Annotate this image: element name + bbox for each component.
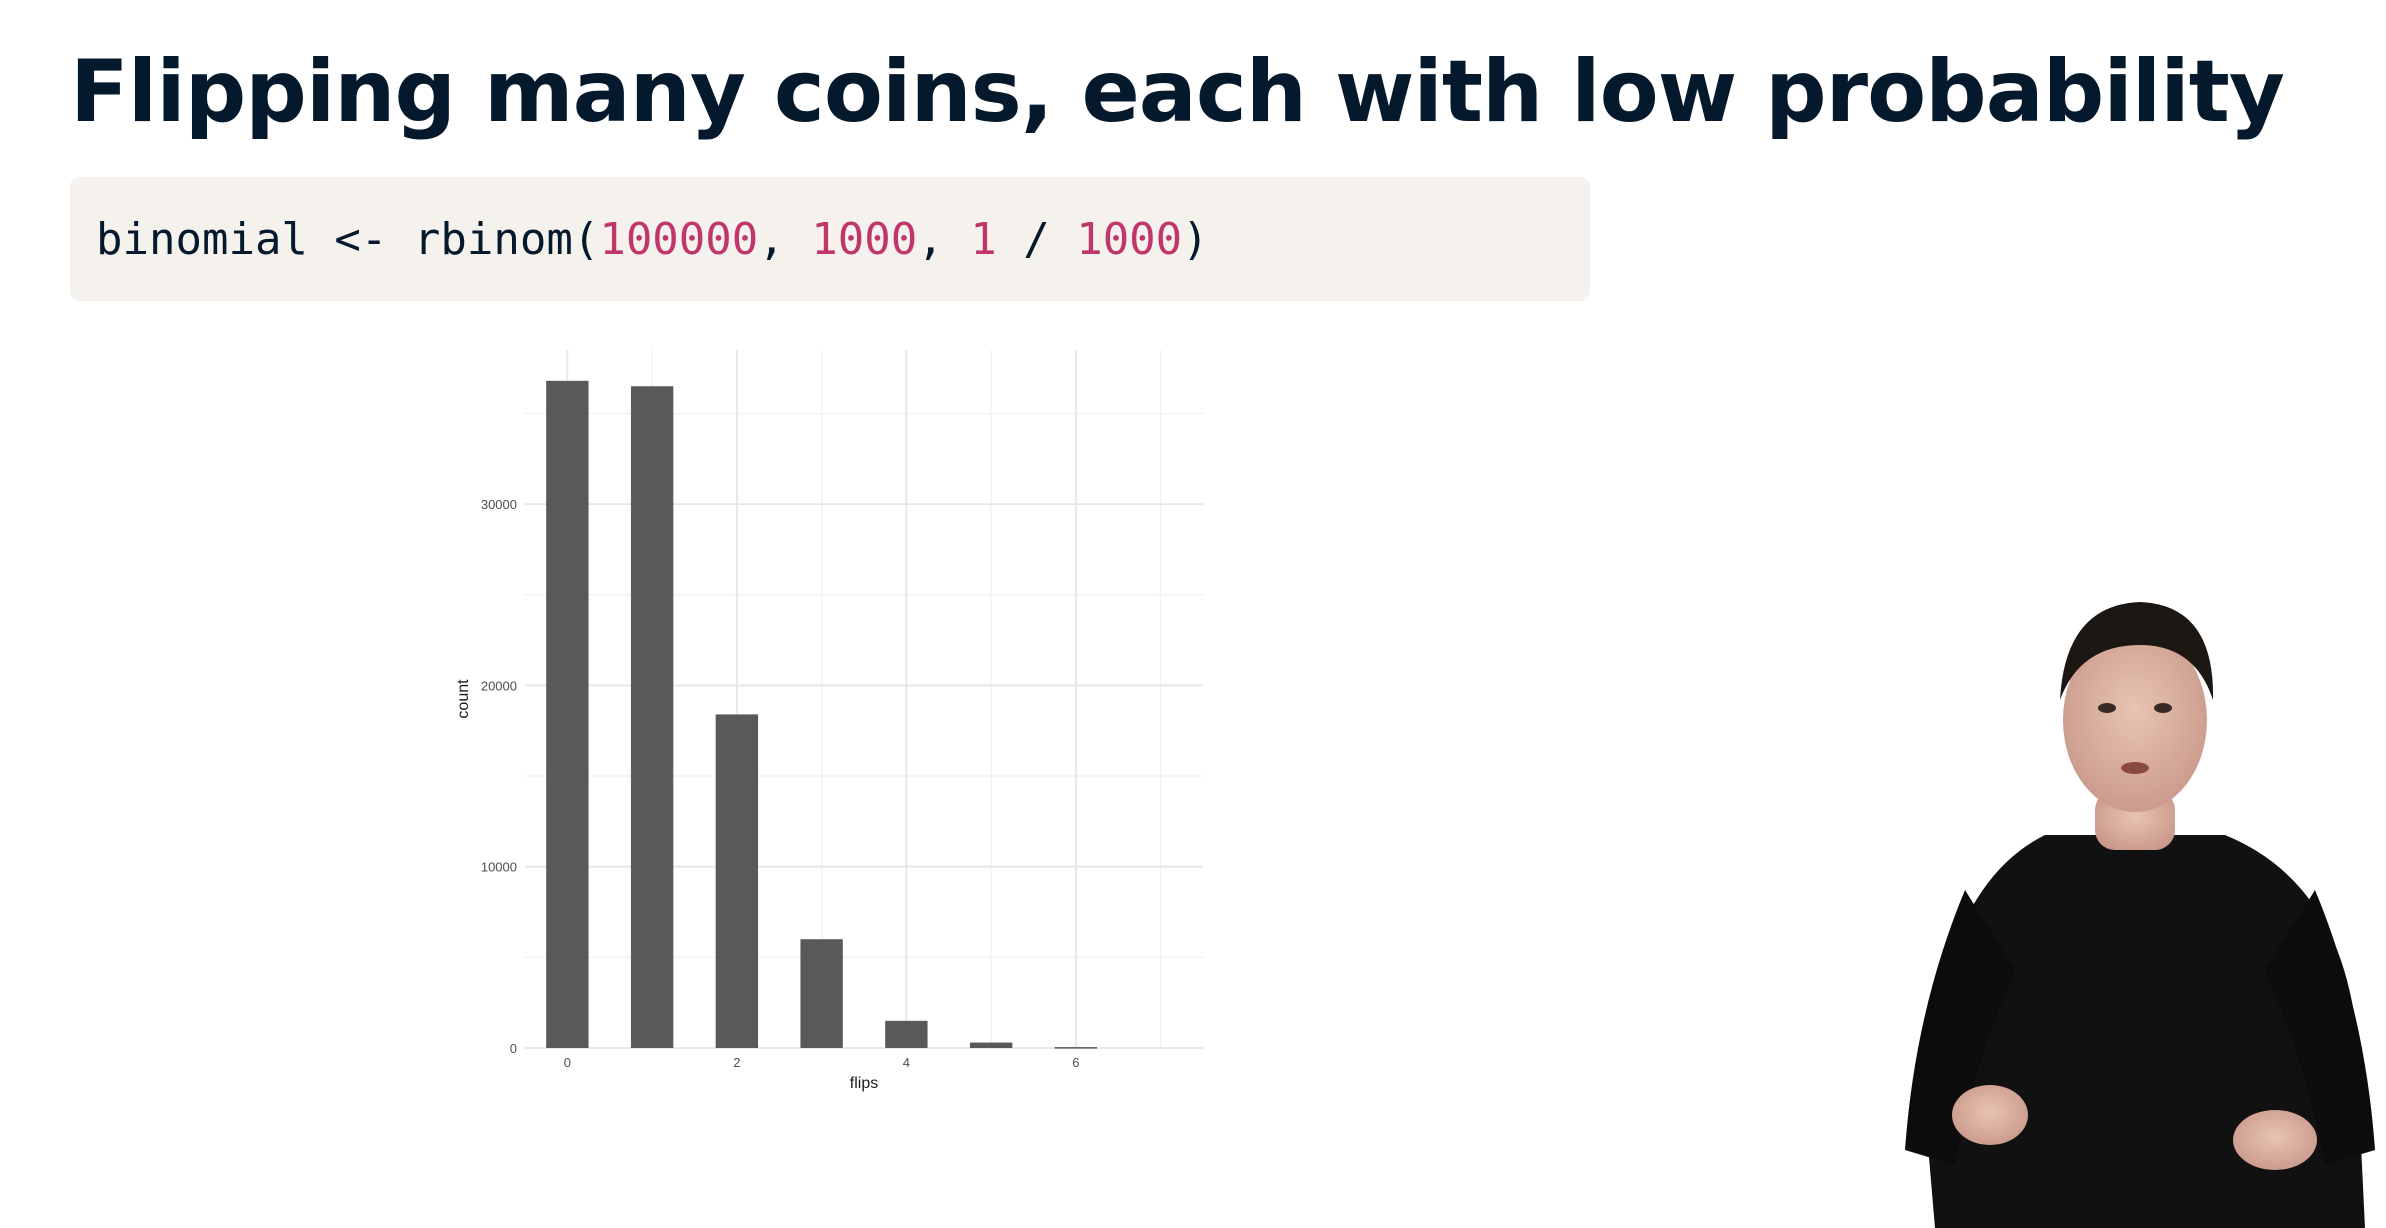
y-tick-label: 30000 <box>481 497 517 512</box>
y-tick-label: 0 <box>510 1041 517 1056</box>
bar <box>630 386 674 1048</box>
x-axis-label: flips <box>850 1075 878 1092</box>
y-tick-label: 20000 <box>481 678 517 693</box>
y-tick-label: 10000 <box>481 860 517 875</box>
code-token-number: 1000 <box>1076 213 1183 265</box>
x-tick-label: 0 <box>564 1055 571 1070</box>
code-block: binomial <- rbinom(100000, 1000, 1 / 100… <box>70 177 1590 301</box>
bar <box>546 380 589 1048</box>
code-token-number: 1 <box>970 213 997 265</box>
bar <box>800 939 843 1048</box>
bar <box>885 1020 928 1048</box>
code-token: ) <box>1182 213 1209 265</box>
code-token: binomial <- rbinom( <box>96 213 600 265</box>
bar <box>715 714 759 1048</box>
x-tick-label: 4 <box>903 1055 910 1070</box>
presenter-video <box>1905 602 2375 1228</box>
y-axis-label: count <box>455 679 472 719</box>
code-token: / <box>996 213 1077 265</box>
bar <box>1054 1047 1098 1049</box>
x-tick-label: 6 <box>1072 1055 1079 1070</box>
x-tick-label: 2 <box>733 1055 740 1070</box>
code-token-number: 1000 <box>811 213 918 265</box>
code-token: , <box>917 213 971 265</box>
code-token-number: 100000 <box>599 213 759 265</box>
code-token: , <box>758 213 812 265</box>
bar <box>969 1042 1013 1048</box>
slide-title: Flipping many coins, each with low proba… <box>70 42 2285 142</box>
